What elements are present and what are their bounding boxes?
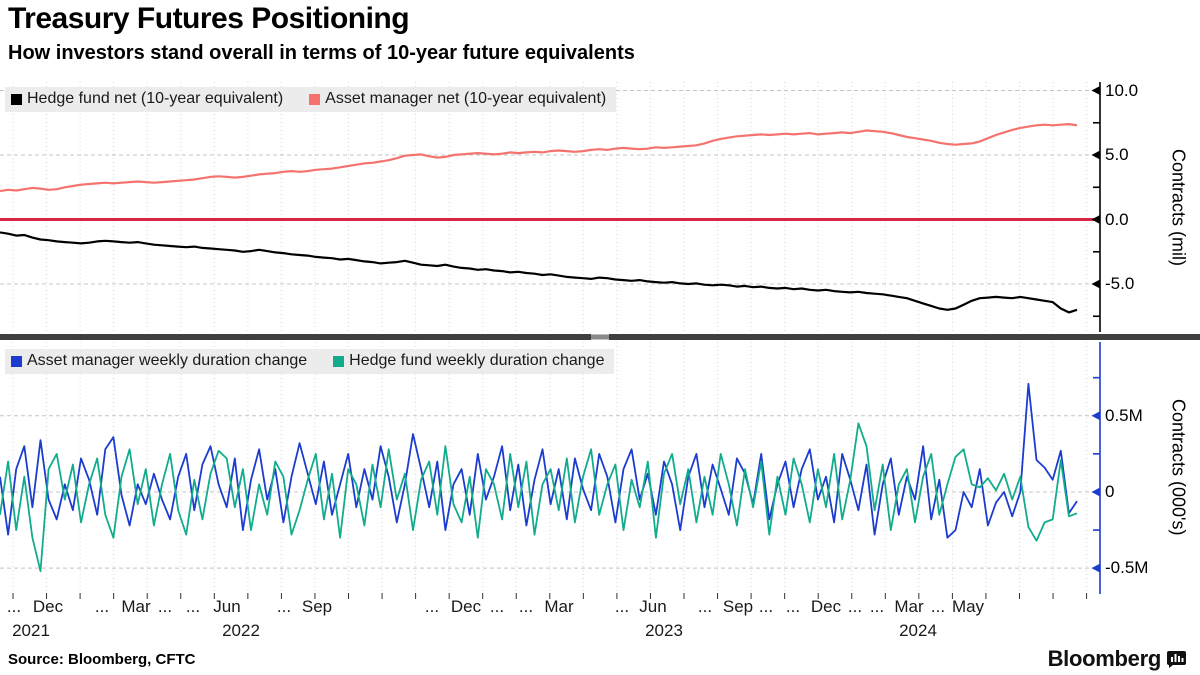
y-tick-arrow-icon <box>1091 563 1100 573</box>
x-axis-year-label: 2021 <box>12 621 50 640</box>
x-axis-month-label: May <box>951 597 985 616</box>
y-tick-arrow-icon <box>1091 279 1100 289</box>
x-axis-month-label: Mar <box>894 597 924 616</box>
y-tick-label: -5.0 <box>1105 274 1135 293</box>
x-axis-month-label: Dec <box>32 597 64 616</box>
legend-item-hedge-fund-net[interactable]: Hedge fund net (10-year equivalent) <box>11 90 283 108</box>
y-tick-arrow-icon <box>1091 487 1100 497</box>
legend-label: Hedge fund net (10-year equivalent) <box>27 90 284 107</box>
bloomberg-logo: Bloomberg <box>1048 646 1186 672</box>
x-axis-month-label: ... <box>758 597 774 616</box>
y-tick-label: 0 <box>1105 481 1115 501</box>
x-axis-month-label: ... <box>614 597 630 616</box>
series-line[interactable] <box>0 231 1078 314</box>
x-axis-month-label: Jun <box>213 597 241 616</box>
legend-item-hedge-fund-duration[interactable]: Hedge fund weekly duration change <box>333 352 604 370</box>
x-axis-year-label: 2023 <box>645 621 683 640</box>
y-tick-arrow-icon <box>1091 215 1100 225</box>
x-axis-month-label: Mar <box>544 597 574 616</box>
x-axis-month-label: Dec <box>810 597 842 616</box>
x-axis-month-label: ... <box>847 597 863 616</box>
y-tick-label: -0.5M <box>1105 558 1149 578</box>
bottom-y-axis-title: Contracts (000's) <box>1168 399 1189 536</box>
x-axis-month-label: Sep <box>722 597 754 616</box>
x-axis-month-labels: ... Dec... Mar...... Jun... Sep... Dec...... M… <box>0 597 1100 619</box>
x-axis-month-label: ... <box>518 597 534 616</box>
hedge-fund-duration-swatch-icon <box>333 355 345 367</box>
bloomberg-wordmark: Bloomberg <box>1047 646 1162 671</box>
x-axis-month-label: ... <box>785 597 801 616</box>
x-axis-month-label: Jun <box>639 597 667 616</box>
x-axis-month-label: ... <box>276 597 292 616</box>
y-tick-arrow-icon <box>1091 411 1100 421</box>
x-axis-month-label: ... <box>94 597 110 616</box>
page-title: Treasury Futures Positioning <box>8 2 410 35</box>
x-axis-year-labels: 2021 2022 2023 2024 <box>0 621 1100 643</box>
hedge-fund-net-swatch-icon <box>11 93 22 105</box>
x-axis-month-label: ... <box>869 597 885 616</box>
legend-label: Asset manager net (10-year equivalent) <box>325 90 607 107</box>
y-tick-label: 10.0 <box>1105 80 1139 100</box>
x-axis-month-label: ... <box>185 597 201 616</box>
series-line[interactable] <box>0 382 1078 539</box>
y-tick-label: 0.5M <box>1105 405 1143 425</box>
chart-subtitle: How investors stand overall in terms of … <box>8 42 635 64</box>
asset-manager-net-swatch-icon <box>309 93 321 105</box>
bottom-chart-plot[interactable] <box>0 342 1200 600</box>
x-axis-month-label: ... <box>489 597 505 616</box>
x-axis-month-label: Dec <box>450 597 482 616</box>
panel-divider <box>0 334 1200 340</box>
x-axis-year-label: 2022 <box>222 621 260 640</box>
panel-resize-handle-icon[interactable] <box>591 334 609 340</box>
x-axis-month-label: ... <box>6 597 22 616</box>
x-axis-month-label: ... <box>930 597 946 616</box>
legend-item-asset-manager-duration[interactable]: Asset manager weekly duration change <box>11 352 307 370</box>
x-axis-month-label: ... <box>424 597 440 616</box>
legend-label: Asset manager weekly duration change <box>27 352 308 369</box>
x-axis-month-label: ... <box>697 597 713 616</box>
source-note: Source: Bloomberg, CFTC <box>8 651 196 668</box>
asset-manager-duration-swatch-icon <box>11 355 22 367</box>
legend-bottom: Asset manager weekly duration change Hed… <box>5 349 615 374</box>
series-line[interactable] <box>0 422 1078 573</box>
x-axis-year-label: 2024 <box>899 621 937 640</box>
bloomberg-icon <box>1167 650 1186 668</box>
y-tick-arrow-icon <box>1091 150 1100 160</box>
legend-label: Hedge fund weekly duration change <box>349 352 605 369</box>
series-line[interactable] <box>0 122 1078 193</box>
y-tick-arrow-icon <box>1091 86 1100 96</box>
x-axis-month-label: Sep <box>301 597 333 616</box>
y-tick-label: 5.0 <box>1105 145 1129 164</box>
top-chart-plot[interactable] <box>0 82 1200 334</box>
x-axis-month-label: Mar <box>121 597 151 616</box>
y-tick-label: 0.0 <box>1105 209 1129 229</box>
legend-item-asset-manager-net[interactable]: Asset manager net (10-year equivalent) <box>309 90 606 108</box>
top-y-axis-title: Contracts (mil) <box>1168 149 1189 267</box>
legend-top: Hedge fund net (10-year equivalent) Asse… <box>5 87 617 112</box>
x-axis-month-label: ... <box>157 597 173 616</box>
